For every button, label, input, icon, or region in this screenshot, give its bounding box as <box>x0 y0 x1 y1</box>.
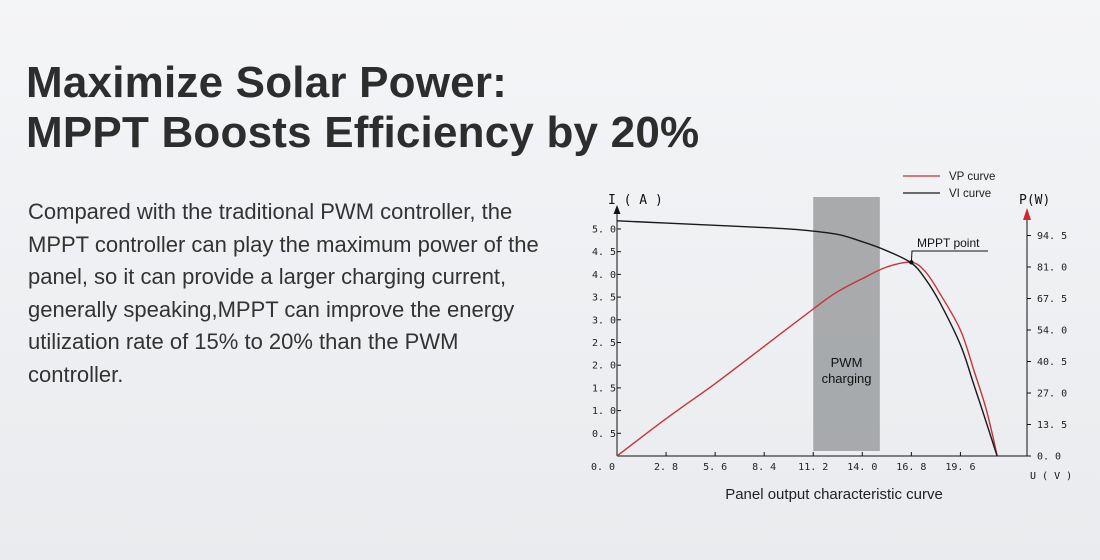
legend-vi-label: VI curve <box>949 188 991 200</box>
x-tick-label-2: 8. 4 <box>752 462 776 473</box>
curve-layer <box>616 220 998 457</box>
right-y-tick-label-3: 40. 5 <box>1037 357 1067 368</box>
left-y-tick-label-2: 1. 5 <box>592 383 616 394</box>
axis-layer: I ( A ) P(W) U ( V ) 0. 0 2. 8 5. 6 8. 4 11. 2 1… <box>591 193 1072 482</box>
right-y-tick-label-1: 13. 5 <box>1037 420 1067 431</box>
right-y-tick-label-6: 81. 0 <box>1037 263 1067 274</box>
left-y-tick-label-0: 0. 5 <box>592 429 616 440</box>
legend-vp-label: VP curve <box>949 171 995 183</box>
label-layer: VP curve VI curve MPPT point Panel output c… <box>725 171 995 503</box>
vp-curve-line <box>616 261 998 457</box>
right-y-tick-label-0: 0. 0 <box>1037 452 1061 463</box>
chart-caption: Panel output characteristic curve <box>725 486 943 503</box>
right-y-tick-label-5: 67. 5 <box>1037 294 1067 305</box>
headline: Maximize Solar Power: MPPT Boosts Effici… <box>26 58 699 158</box>
pwm-charging-band <box>813 197 880 451</box>
x-tick-label-5: 16. 8 <box>896 462 926 473</box>
mppt-leader-line <box>910 250 988 263</box>
left-y-tick-label-7: 4. 0 <box>592 270 616 281</box>
mppt-point-marker <box>909 260 914 265</box>
right-y-tick-label-4: 54. 0 <box>1037 326 1067 337</box>
headline-line-2: MPPT Boosts Efficiency by 20% <box>26 108 700 157</box>
x-tick-label-0: 2. 8 <box>654 462 678 473</box>
right-y-tick-label-7: 94. 5 <box>1037 231 1067 242</box>
left-y-axis-title: I ( A ) <box>608 193 663 208</box>
left-y-axis-arrow <box>613 205 621 214</box>
right-y-tick-label-2: 27. 0 <box>1037 389 1067 400</box>
x-origin-label: 0. 0 <box>591 462 615 473</box>
x-tick-label-3: 11. 2 <box>798 462 828 473</box>
left-y-tick-label-4: 2. 5 <box>592 338 616 349</box>
pwm-band-label-line1: PWM <box>831 355 863 370</box>
right-y-axis-title: P(W) <box>1019 193 1050 208</box>
x-axis-title: U ( V ) <box>1030 471 1072 482</box>
mppt-point-label: MPPT point <box>917 236 980 250</box>
x-tick-label-6: 19. 6 <box>945 462 975 473</box>
right-y-axis-arrow <box>1023 208 1031 220</box>
pwm-band-label-line2: charging <box>822 371 872 386</box>
headline-line-1: Maximize Solar Power: <box>26 58 508 107</box>
left-y-tick-label-8: 4. 5 <box>592 247 616 258</box>
left-y-tick-label-6: 3. 5 <box>592 293 616 304</box>
left-y-tick-label-5: 3. 0 <box>592 315 616 326</box>
x-tick-label-1: 5. 6 <box>703 462 727 473</box>
left-y-tick-label-1: 1. 0 <box>592 406 616 417</box>
vi-curve-line <box>616 220 998 457</box>
x-tick-label-4: 14. 0 <box>847 462 877 473</box>
description-text: Compared with the traditional PWM contro… <box>28 199 539 387</box>
left-y-tick-label-9: 5. 0 <box>592 224 616 235</box>
left-y-tick-label-3: 2. 0 <box>592 361 616 372</box>
